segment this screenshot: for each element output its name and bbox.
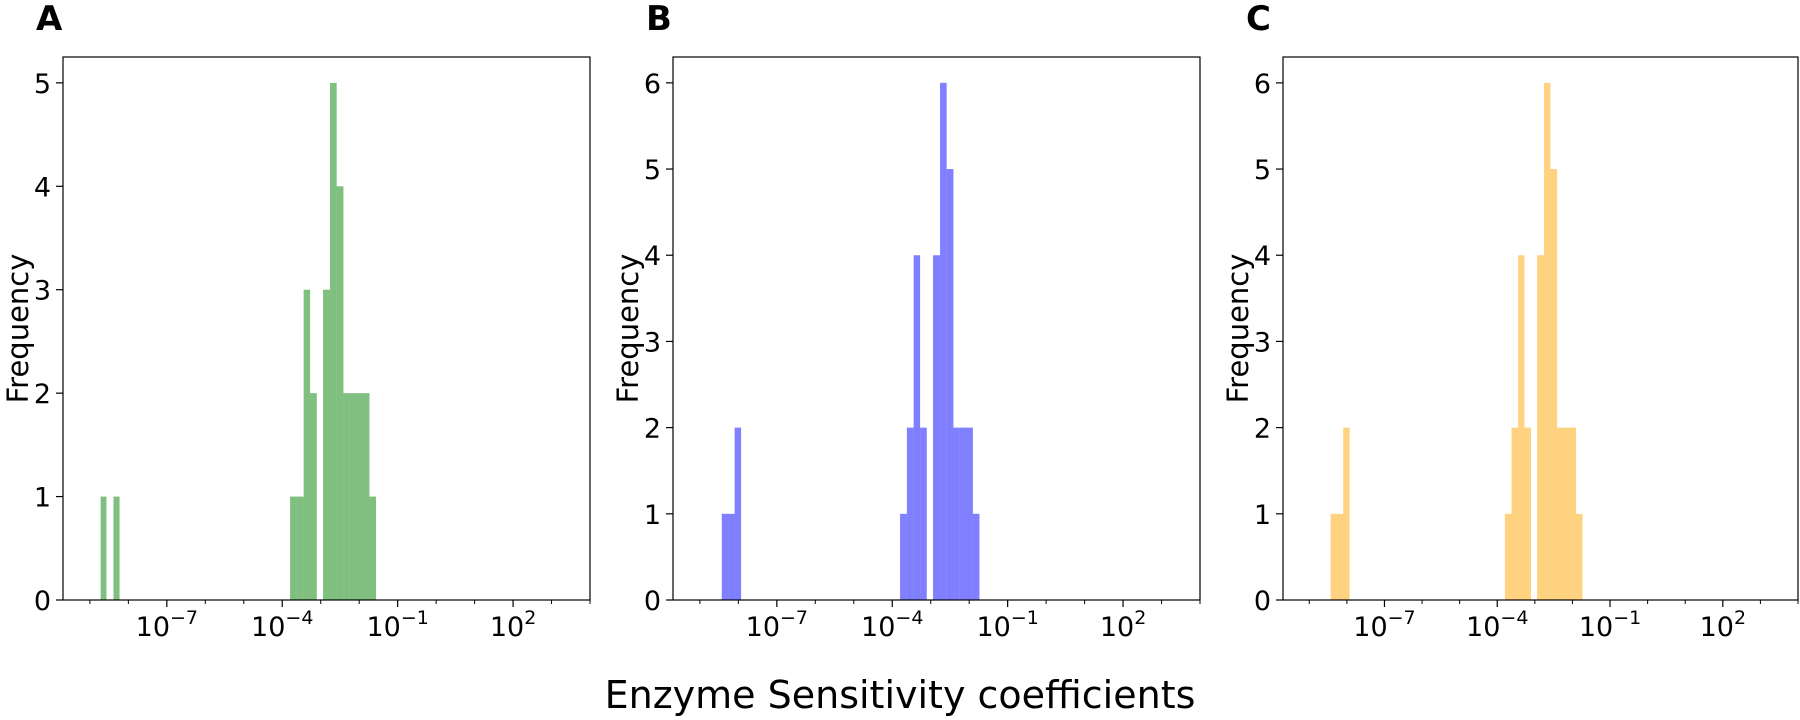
histogram-bar <box>920 427 927 600</box>
y-tick-label: 2 <box>1254 414 1271 445</box>
y-tick-label: 3 <box>644 327 661 358</box>
axes-frame <box>672 56 1201 601</box>
histogram-bar <box>972 513 980 600</box>
y-tick-label: 5 <box>1254 155 1271 186</box>
histogram-bar <box>349 393 357 600</box>
histogram-bar <box>310 393 317 600</box>
y-tick-label: 1 <box>34 483 51 514</box>
x-tick-label: 102 <box>1100 607 1146 643</box>
histogram-bar <box>296 496 304 600</box>
histogram-bar <box>728 513 735 600</box>
x-tick-label: 10−4 <box>1466 607 1528 643</box>
histogram-bar <box>343 393 350 600</box>
histogram-bar <box>356 393 363 600</box>
panel-letter: C <box>1246 0 1271 39</box>
y-tick-label: 6 <box>1254 69 1271 100</box>
histogram-bar <box>953 427 960 600</box>
histogram-bar <box>946 169 954 601</box>
histogram-bar <box>940 82 947 601</box>
histogram-bar <box>1504 513 1512 600</box>
x-tick-label: 10−1 <box>1579 607 1641 643</box>
histogram-bar <box>1330 513 1337 600</box>
histogram-bar <box>906 427 914 600</box>
histogram-bar <box>900 513 907 600</box>
y-axis-label: Frequency <box>611 254 645 404</box>
histogram-bar <box>1543 82 1551 601</box>
histogram-bar <box>734 427 742 600</box>
histogram-bar <box>290 496 297 600</box>
y-tick-label: 3 <box>1254 327 1271 358</box>
y-tick-label: 4 <box>644 241 661 272</box>
panel-letter: A <box>36 0 63 39</box>
y-tick-label: 4 <box>1254 241 1271 272</box>
histogram-bar <box>362 393 370 600</box>
x-tick-label: 102 <box>1700 607 1746 643</box>
histogram-bar <box>1511 427 1519 600</box>
x-tick-label: 10−1 <box>976 607 1038 643</box>
histogram-panel-c: C 0 1 2 3 4 5 6 10−7 10−4 10−1 102 Frequency <box>1221 0 1799 643</box>
y-tick-label: 5 <box>34 69 51 100</box>
y-tick-label: 5 <box>644 155 661 186</box>
histogram-bar <box>100 496 107 600</box>
histogram-bar <box>1343 427 1350 600</box>
histogram-bar <box>1557 427 1564 600</box>
histogram-bar <box>933 255 941 601</box>
histogram-panel-a: A 0 1 2 3 4 5 10−7 10−4 10−1 102 Frequency <box>1 0 591 643</box>
histogram-bar <box>1576 513 1583 600</box>
histogram-bar <box>303 289 311 600</box>
axes-frame <box>1282 56 1799 601</box>
histogram-bar <box>1537 255 1544 601</box>
histogram-bar <box>959 427 967 600</box>
histogram-bar <box>1550 169 1558 601</box>
histogram-bar <box>913 255 921 601</box>
y-tick-label: 1 <box>1254 500 1271 531</box>
histogram-bar <box>1524 427 1531 600</box>
x-tick-label: 102 <box>490 607 536 643</box>
y-tick-label: 0 <box>644 586 661 617</box>
histogram-bar <box>369 496 377 600</box>
x-tick-label: 10−1 <box>366 607 428 643</box>
y-axis-label: Frequency <box>1 254 35 404</box>
histogram-panel-b: B 0 1 2 3 4 5 6 10−7 10−4 10−1 102 Frequency <box>611 0 1201 643</box>
histogram-bar <box>721 513 729 600</box>
histogram-bar <box>966 427 973 600</box>
supxlabel: Enzyme Sensitivity coefficients <box>605 673 1196 717</box>
x-tick-label: 10−7 <box>1353 607 1415 643</box>
y-tick-label: 6 <box>644 69 661 100</box>
y-tick-label: 2 <box>644 414 661 445</box>
x-tick-label: 10−4 <box>251 607 313 643</box>
histogram-bar <box>336 186 344 601</box>
axes-frame <box>62 56 591 601</box>
y-tick-label: 3 <box>34 276 51 307</box>
y-tick-label: 0 <box>34 586 51 617</box>
x-tick-label: 10−7 <box>746 607 808 643</box>
histogram-bar <box>330 82 337 601</box>
histogram-bar <box>1563 427 1570 600</box>
histogram-bar <box>1569 427 1577 600</box>
y-axis-label: Frequency <box>1221 254 1255 404</box>
y-tick-label: 1 <box>644 500 661 531</box>
y-tick-label: 0 <box>1254 586 1271 617</box>
x-tick-label: 10−7 <box>136 607 198 643</box>
x-tick-label: 10−4 <box>861 607 923 643</box>
y-tick-label: 2 <box>34 379 51 410</box>
histogram-bar <box>1518 255 1525 601</box>
y-tick-label: 4 <box>34 172 51 203</box>
histogram-bar <box>1336 513 1344 600</box>
panel-letter: B <box>646 0 672 39</box>
histogram-bar <box>323 289 331 600</box>
histogram-bar <box>113 496 120 600</box>
